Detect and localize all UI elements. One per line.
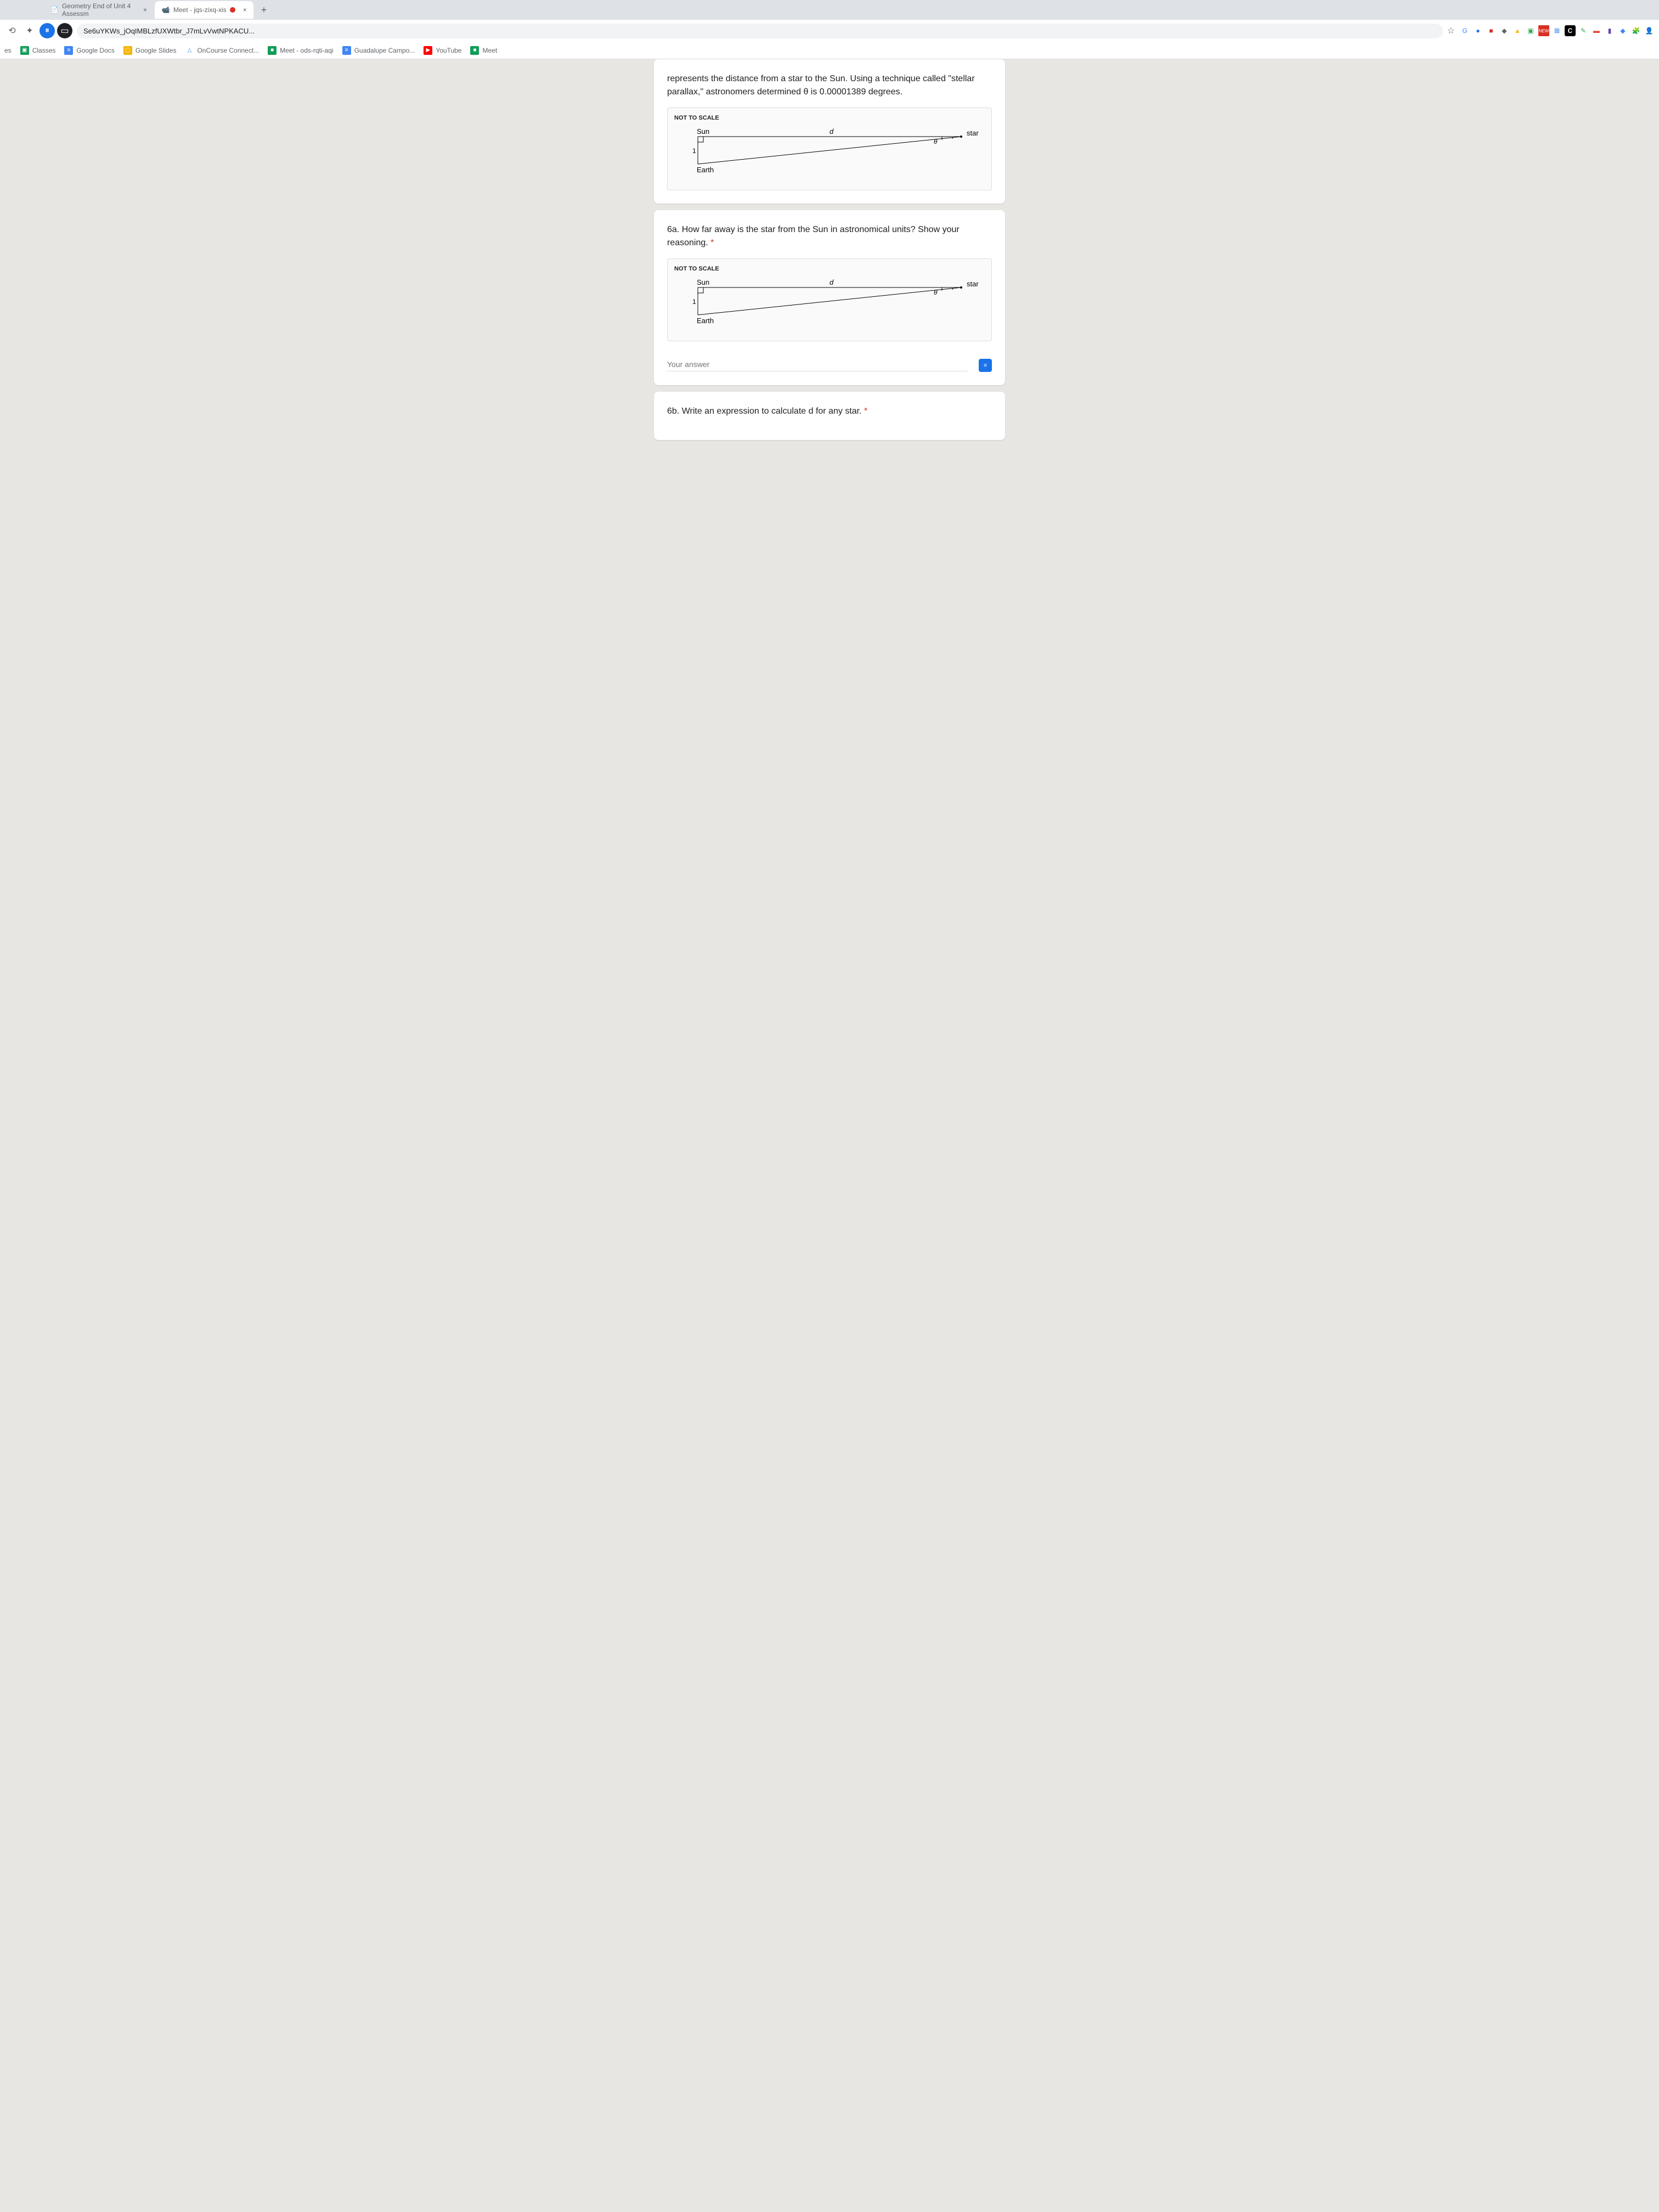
bookmark-slides[interactable]: ▢ Google Slides	[123, 46, 177, 55]
svg-text:Sun: Sun	[697, 127, 709, 136]
ext-icon-11[interactable]: ◆	[1617, 25, 1628, 36]
svg-text:1: 1	[692, 147, 696, 155]
close-icon[interactable]: ×	[143, 6, 147, 14]
recording-icon	[230, 7, 235, 13]
google-form: represents the distance from a star to t…	[654, 59, 1005, 447]
triangle-diagram: Sun Earth star d θ 1	[674, 276, 985, 331]
svg-text:Sun: Sun	[697, 278, 709, 286]
ext-icon-3[interactable]: ■	[1486, 25, 1497, 36]
ext-icon-6[interactable]: ▣	[1525, 25, 1536, 36]
question-6a-text: 6a. How far away is the star from the Su…	[667, 223, 992, 250]
ext-icon-c[interactable]: C	[1565, 25, 1576, 36]
docs-icon: 📄	[50, 5, 59, 14]
browser-chrome: 📄 Geometry End of Unit 4 Assessm × 📹 Mee…	[0, 0, 1659, 59]
oncourse-icon: △	[185, 46, 194, 55]
close-icon[interactable]: ×	[243, 6, 247, 14]
bookmark-label: YouTube	[436, 47, 461, 54]
tab-strip: 📄 Geometry End of Unit 4 Assessm × 📹 Mee…	[0, 0, 1659, 20]
question-6b-text: 6b. Write an expression to calculate d f…	[667, 405, 992, 418]
meet-icon: ■	[470, 46, 479, 55]
triangle-diagram: Sun Earth star d θ 1	[674, 126, 985, 180]
ext-icon-8[interactable]: ✎	[1578, 25, 1589, 36]
question-6b-card: 6b. Write an expression to calculate d f…	[654, 392, 1005, 440]
present-button[interactable]: ▭	[57, 23, 72, 38]
ext-icon-7[interactable]: ⊞	[1551, 25, 1562, 36]
nav-icons: ⟲ ✦ ⏸ ▭	[4, 23, 72, 38]
tab-label: Geometry End of Unit 4 Assessm	[62, 2, 136, 18]
svg-text:star: star	[967, 280, 979, 288]
docs-icon: ≡	[64, 46, 73, 55]
tab-geometry[interactable]: 📄 Geometry End of Unit 4 Assessm ×	[44, 0, 154, 22]
svg-text:θ: θ	[934, 138, 938, 145]
back-button[interactable]: ⟲	[4, 23, 20, 38]
ext-icon-12[interactable]: 🧩	[1630, 25, 1641, 36]
diagram-intro: NOT TO SCALE Sun Earth star d θ 1	[667, 108, 992, 190]
tab-meet[interactable]: 📹 Meet - jqs-zixq-xis ×	[155, 1, 253, 19]
not-to-scale-label: NOT TO SCALE	[674, 266, 985, 272]
intro-card: represents the distance from a star to t…	[654, 59, 1005, 204]
extension-icons: G ● ■ ◆ ▲ ▣ NEW ⊞ C ✎ ▬ ▮ ◆ 🧩 👤	[1459, 25, 1655, 36]
bookmark-es[interactable]: es	[4, 47, 12, 54]
ext-icon-4[interactable]: ◆	[1499, 25, 1510, 36]
meet-icon: ■	[268, 46, 276, 55]
meet-icon: 📹	[161, 5, 170, 14]
ext-icon-2[interactable]: ●	[1472, 25, 1483, 36]
content-area: represents the distance from a star to t…	[0, 59, 1659, 469]
bookmark-meet-ods[interactable]: ■ Meet - ods-rqti-aqi	[268, 46, 333, 55]
ext-icon-13[interactable]: 👤	[1644, 25, 1655, 36]
docs-icon: ≡	[342, 46, 351, 55]
required-marker: *	[864, 407, 867, 416]
bookmark-label: Classes	[32, 47, 56, 54]
address-bar[interactable]: Se6uYKWs_jOqIMBLzfUXWtbr_J7mLvVwtNPKACU.…	[77, 24, 1443, 38]
answer-row: ≡	[667, 352, 992, 372]
required-marker: *	[710, 238, 714, 247]
tab-label: Meet - jqs-zixq-xis	[173, 6, 227, 14]
question-6a-card: 6a. How far away is the star from the Su…	[654, 210, 1005, 385]
ext-icon-1[interactable]: G	[1459, 25, 1470, 36]
ext-icon-new[interactable]: NEW	[1538, 25, 1549, 36]
not-to-scale-label: NOT TO SCALE	[674, 115, 985, 121]
attach-icon[interactable]: ≡	[979, 359, 992, 372]
pause-button[interactable]: ⏸	[40, 23, 55, 38]
url-text: Se6uYKWs_jOqIMBLzfUXWtbr_J7mLvVwtNPKACU.…	[83, 27, 255, 35]
bookmark-guadalupe[interactable]: ≡ Guadalupe Campo...	[342, 46, 415, 55]
answer-input[interactable]	[667, 360, 968, 371]
bookmark-label: Meet	[482, 47, 497, 54]
address-bar-row: ⟲ ✦ ⏸ ▭ Se6uYKWs_jOqIMBLzfUXWtbr_J7mLvVw…	[0, 20, 1659, 42]
bookmark-oncourse[interactable]: △ OnCourse Connect...	[185, 46, 259, 55]
bookmark-label: Guadalupe Campo...	[354, 47, 415, 54]
bookmark-label: Meet - ods-rqti-aqi	[280, 47, 333, 54]
bookmark-meet[interactable]: ■ Meet	[470, 46, 497, 55]
ext-icon-5[interactable]: ▲	[1512, 25, 1523, 36]
bookmark-bar: es ▣ Classes ≡ Google Docs ▢ Google Slid…	[0, 42, 1659, 59]
bookmark-label: OnCourse Connect...	[197, 47, 259, 54]
bookmark-label: es	[4, 47, 12, 54]
bookmark-classes[interactable]: ▣ Classes	[20, 46, 56, 55]
star-button[interactable]: ☆	[1447, 25, 1455, 36]
classroom-icon: ▣	[20, 46, 29, 55]
intro-text: represents the distance from a star to t…	[667, 72, 992, 99]
svg-text:d: d	[830, 278, 834, 286]
svg-text:1: 1	[692, 298, 696, 306]
svg-text:star: star	[967, 129, 979, 137]
ext-icon-9[interactable]: ▬	[1591, 25, 1602, 36]
youtube-icon: ▶	[424, 46, 432, 55]
diagram-6a: NOT TO SCALE Sun Earth star d θ 1	[667, 258, 992, 341]
slides-icon: ▢	[123, 46, 132, 55]
svg-text:d: d	[830, 127, 834, 136]
bookmark-label: Google Slides	[136, 47, 177, 54]
ext-icon-10[interactable]: ▮	[1604, 25, 1615, 36]
svg-text:Earth: Earth	[697, 166, 714, 174]
bookmark-youtube[interactable]: ▶ YouTube	[424, 46, 461, 55]
extension-icon[interactable]: ✦	[22, 23, 37, 38]
svg-text:θ: θ	[934, 289, 938, 296]
bookmark-docs[interactable]: ≡ Google Docs	[64, 46, 114, 55]
bookmark-label: Google Docs	[76, 47, 114, 54]
new-tab-button[interactable]: +	[255, 4, 274, 16]
svg-text:Earth: Earth	[697, 317, 714, 325]
